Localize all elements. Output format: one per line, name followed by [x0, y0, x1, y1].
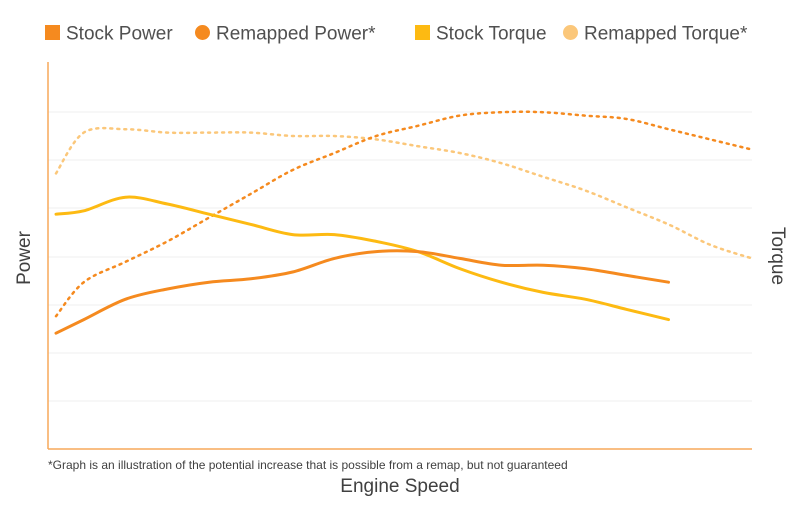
- legend-swatch-square: [415, 25, 430, 40]
- grid: [48, 111, 752, 402]
- legend-swatch-square: [45, 25, 60, 40]
- legend-item-stock-power: Stock Power: [45, 24, 173, 45]
- series-layer: [54, 110, 754, 335]
- series-line-remapped-power: [54, 110, 754, 318]
- footnote: *Graph is an illustration of the potenti…: [48, 458, 568, 472]
- legend-label: Remapped Power*: [216, 24, 376, 45]
- series-line-stock-torque: [54, 195, 670, 322]
- legend: Stock Power Remapped Power* Stock Torque Re…: [45, 24, 748, 45]
- y-axis-title: Power: [14, 230, 35, 285]
- y2-axis-title: Torque: [767, 227, 788, 285]
- x-axis-title: Engine Speed: [340, 476, 459, 497]
- legend-label: Stock Torque: [436, 24, 547, 45]
- axes: [47, 62, 752, 450]
- series-line-stock-power: [54, 249, 670, 335]
- legend-item-remapped-torque: Remapped Torque*: [563, 24, 748, 45]
- legend-label: Remapped Torque*: [584, 24, 748, 45]
- legend-item-stock-torque: Stock Torque: [415, 24, 547, 45]
- legend-swatch-circle: [563, 25, 578, 40]
- legend-label: Stock Power: [66, 24, 173, 45]
- legend-swatch-circle: [195, 25, 210, 40]
- legend-item-remapped-power: Remapped Power*: [195, 24, 376, 45]
- series-line-remapped-torque: [54, 126, 754, 260]
